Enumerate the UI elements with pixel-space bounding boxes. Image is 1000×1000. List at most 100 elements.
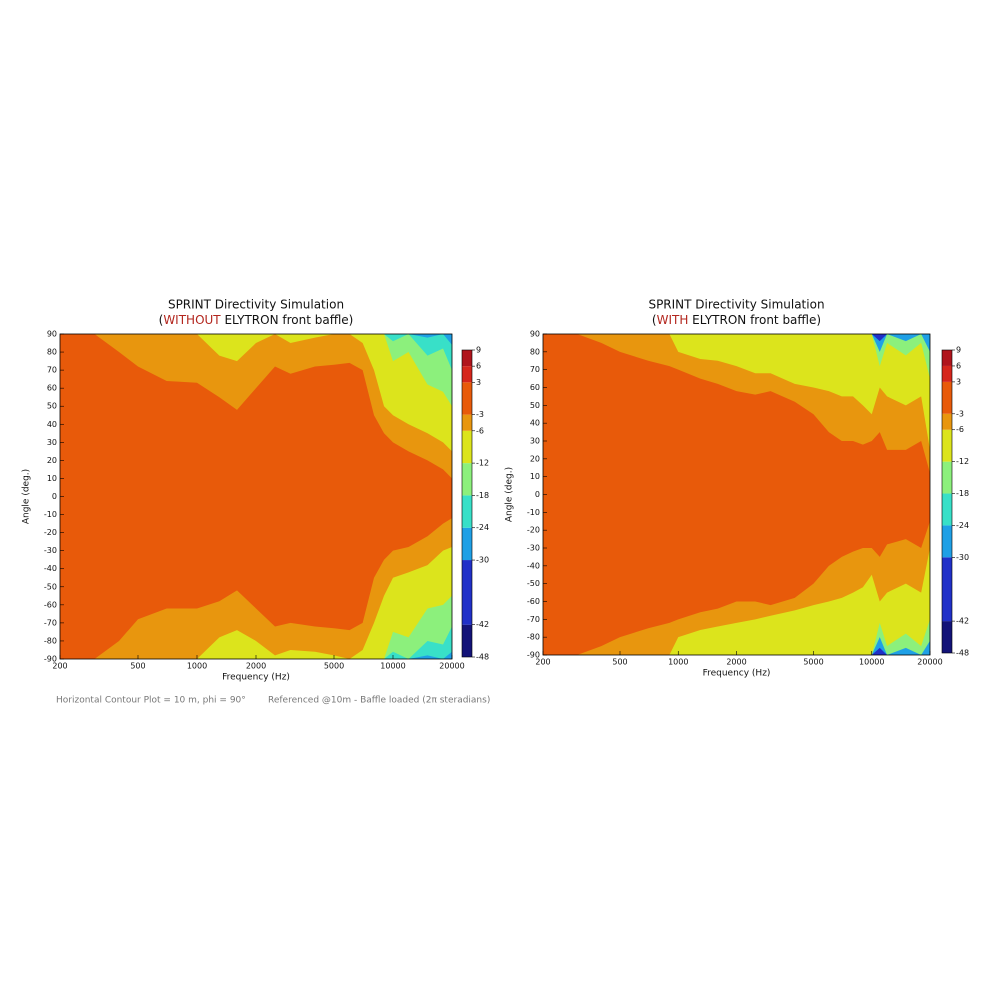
colorbar-band bbox=[462, 350, 472, 367]
y-tick-label: 30 bbox=[47, 438, 57, 447]
x-tick-label: 2000 bbox=[246, 662, 266, 671]
colorbar-label: -12 bbox=[476, 459, 489, 468]
x-tick-label: 1000 bbox=[668, 658, 688, 667]
y-tick-label: -30 bbox=[527, 544, 540, 553]
colorbar-label: -30 bbox=[476, 556, 489, 565]
x-tick-label: 500 bbox=[130, 662, 145, 671]
y-tick-label: 20 bbox=[530, 454, 540, 463]
y-tick-label: 50 bbox=[530, 401, 540, 410]
colorbar-band bbox=[942, 461, 952, 494]
y-tick-label: 70 bbox=[47, 366, 57, 375]
y-tick-label: 50 bbox=[47, 402, 57, 411]
colorbar-band bbox=[942, 525, 952, 558]
colorbar-label: -3 bbox=[956, 409, 964, 418]
colorbar-label: -18 bbox=[476, 491, 489, 500]
x-tick-label: 10000 bbox=[380, 662, 405, 671]
contour-region bbox=[60, 334, 452, 659]
x-tick-label: 20000 bbox=[439, 662, 464, 671]
y-tick-label: -70 bbox=[44, 618, 57, 627]
y-tick-label: 30 bbox=[530, 437, 540, 446]
colorbar-frame bbox=[461, 349, 473, 658]
colorbar-label: 3 bbox=[476, 378, 481, 387]
y-tick-label: 90 bbox=[47, 330, 57, 339]
colorbar-band bbox=[462, 414, 472, 431]
colorbar-band bbox=[462, 382, 472, 415]
colorbar-label: -18 bbox=[956, 489, 969, 498]
colorbar-label: -48 bbox=[476, 653, 489, 662]
colorbar-band bbox=[462, 495, 472, 528]
y-tick-label: 80 bbox=[530, 347, 540, 356]
colorbar-band bbox=[462, 366, 472, 383]
subtitle-part: ELYTRON front baffle) bbox=[221, 313, 354, 327]
colorbar-band bbox=[942, 621, 952, 653]
y-tick-label: -80 bbox=[527, 633, 540, 642]
colorbar-band bbox=[462, 624, 472, 657]
colorbar-band bbox=[462, 560, 472, 625]
y-tick-label: 60 bbox=[47, 384, 57, 393]
colorbar-label: -42 bbox=[956, 617, 969, 626]
plot-area bbox=[60, 334, 452, 659]
y-tick-label: 10 bbox=[47, 474, 57, 483]
colorbar-label: -6 bbox=[956, 425, 964, 434]
subtitle-part: ( bbox=[652, 313, 657, 327]
y-tick-label: -10 bbox=[44, 510, 57, 519]
subtitle-part: ( bbox=[159, 313, 164, 327]
x-tick-label: 200 bbox=[535, 658, 550, 667]
y-tick-label: -90 bbox=[527, 651, 540, 660]
colorbar-label: -24 bbox=[476, 523, 489, 532]
y-tick-label: -40 bbox=[527, 561, 540, 570]
colorbar-band bbox=[462, 527, 472, 561]
colorbar-band bbox=[942, 350, 952, 366]
y-tick-label: 70 bbox=[530, 365, 540, 374]
y-tick-label: 80 bbox=[47, 348, 57, 357]
y-tick-label: 10 bbox=[530, 472, 540, 481]
y-tick-label: -70 bbox=[527, 615, 540, 624]
x-tick-label: 200 bbox=[52, 662, 67, 671]
y-tick-label: -50 bbox=[527, 579, 540, 588]
colorbar-band bbox=[942, 381, 952, 414]
colorbar-label: 3 bbox=[956, 377, 961, 386]
colorbar-band bbox=[462, 463, 472, 496]
y-tick-label: -50 bbox=[44, 582, 57, 591]
subtitle-part: WITH bbox=[657, 313, 689, 327]
plot-area bbox=[543, 334, 930, 655]
contour-region bbox=[543, 334, 930, 655]
y-tick-label: -40 bbox=[44, 564, 57, 573]
x-tick-label: 10000 bbox=[859, 658, 884, 667]
colorbar-label: 9 bbox=[956, 346, 961, 355]
y-tick-label: -80 bbox=[44, 636, 57, 645]
y-tick-label: -10 bbox=[527, 508, 540, 517]
y-tick-label: -60 bbox=[527, 597, 540, 606]
y-tick-label: 0 bbox=[52, 492, 57, 501]
colorbar-label: -30 bbox=[956, 553, 969, 562]
colorbar-label: -12 bbox=[956, 457, 969, 466]
colorbar-label: 6 bbox=[476, 362, 481, 371]
colorbar-label: -3 bbox=[476, 410, 484, 419]
x-axis-label: Frequency (Hz) bbox=[703, 669, 771, 679]
y-tick-label: 60 bbox=[530, 383, 540, 392]
y-tick-label: -60 bbox=[44, 600, 57, 609]
colorbar-label: -42 bbox=[476, 620, 489, 629]
note: Referenced @10m - Baffle loaded (2π ster… bbox=[268, 696, 490, 706]
x-tick-label: 500 bbox=[612, 658, 627, 667]
colorbar-band bbox=[942, 429, 952, 462]
colorbar-band bbox=[942, 413, 952, 430]
subtitle-part: WITHOUT bbox=[163, 313, 221, 327]
colorbar-band bbox=[942, 493, 952, 526]
x-tick-label: 2000 bbox=[726, 658, 746, 667]
x-tick-label: 5000 bbox=[324, 662, 344, 671]
x-tick-label: 5000 bbox=[803, 658, 823, 667]
y-tick-label: -20 bbox=[44, 528, 57, 537]
y-tick-label: 90 bbox=[530, 330, 540, 339]
colorbar-label: -24 bbox=[956, 521, 969, 530]
x-tick-label: 20000 bbox=[917, 658, 942, 667]
note: Horizontal Contour Plot = 10 m, phi = 90… bbox=[56, 696, 246, 706]
chart-subtitle: (WITHOUT ELYTRON front baffle) bbox=[159, 313, 354, 327]
colorbar-label: -48 bbox=[956, 649, 969, 658]
y-tick-label: -30 bbox=[44, 546, 57, 555]
y-tick-label: 0 bbox=[535, 490, 540, 499]
colorbar-band bbox=[942, 365, 952, 382]
y-tick-label: 40 bbox=[47, 420, 57, 429]
